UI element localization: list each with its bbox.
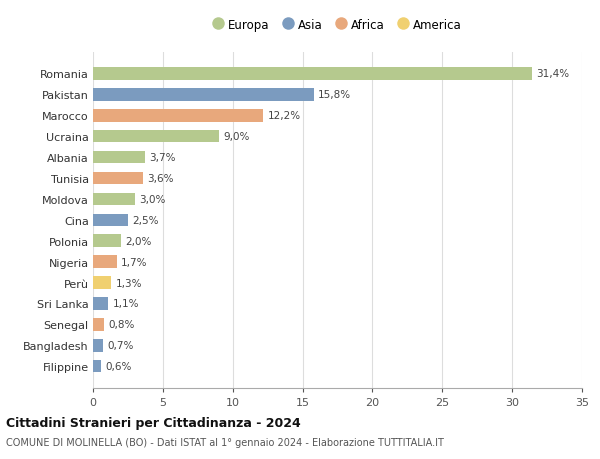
Bar	[93, 277, 111, 289]
Bar	[93, 256, 117, 269]
Bar	[93, 172, 143, 185]
Text: 1,7%: 1,7%	[121, 257, 148, 267]
Text: 3,0%: 3,0%	[139, 195, 166, 204]
Bar	[93, 235, 121, 247]
Bar	[93, 319, 104, 331]
Bar	[93, 68, 532, 80]
Bar	[93, 110, 263, 122]
Bar	[93, 193, 135, 206]
Text: 1,1%: 1,1%	[113, 299, 139, 309]
Text: 9,0%: 9,0%	[223, 132, 250, 142]
Text: 31,4%: 31,4%	[536, 69, 569, 79]
Bar	[93, 89, 314, 101]
Text: Cittadini Stranieri per Cittadinanza - 2024: Cittadini Stranieri per Cittadinanza - 2…	[6, 416, 301, 429]
Text: COMUNE DI MOLINELLA (BO) - Dati ISTAT al 1° gennaio 2024 - Elaborazione TUTTITAL: COMUNE DI MOLINELLA (BO) - Dati ISTAT al…	[6, 437, 444, 447]
Bar	[93, 339, 103, 352]
Text: 3,6%: 3,6%	[148, 174, 174, 184]
Text: 0,7%: 0,7%	[107, 341, 133, 351]
Text: 1,3%: 1,3%	[115, 278, 142, 288]
Text: 12,2%: 12,2%	[268, 111, 301, 121]
Text: 3,7%: 3,7%	[149, 153, 175, 163]
Bar	[93, 131, 219, 143]
Bar	[93, 360, 101, 373]
Text: 2,5%: 2,5%	[132, 215, 158, 225]
Text: 2,0%: 2,0%	[125, 236, 152, 246]
Legend: Europa, Asia, Africa, America: Europa, Asia, Africa, America	[210, 15, 465, 35]
Text: 15,8%: 15,8%	[318, 90, 351, 100]
Text: 0,6%: 0,6%	[106, 361, 132, 371]
Bar	[93, 214, 128, 227]
Bar	[93, 151, 145, 164]
Bar	[93, 297, 109, 310]
Text: 0,8%: 0,8%	[109, 319, 135, 330]
